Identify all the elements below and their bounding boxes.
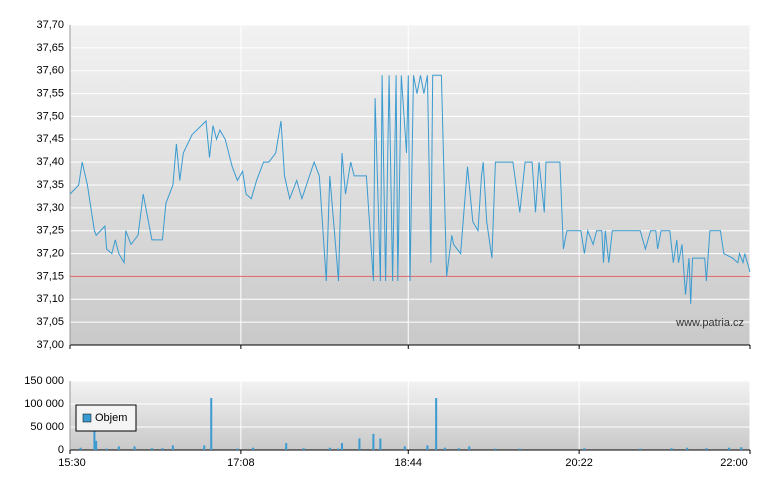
y-tick-label: 37,50: [36, 110, 64, 122]
volume-bar: [435, 398, 438, 450]
y-tick-label: 37,25: [36, 225, 64, 237]
y-tick-label: 37,35: [36, 179, 64, 191]
volume-bar: [210, 398, 213, 450]
volume-bar: [328, 447, 331, 450]
volume-bar: [426, 445, 429, 450]
y-tick-label: 37,20: [36, 247, 64, 259]
y-tick-label: 37,10: [36, 293, 64, 305]
volume-bar: [133, 446, 136, 450]
y-tick-label: 37,00: [36, 339, 64, 351]
volume-bar: [705, 448, 708, 450]
watermark: www.patria.cz: [675, 317, 744, 329]
volume-bar: [670, 448, 673, 450]
volume-bar: [740, 447, 743, 450]
volume-bar: [93, 427, 96, 450]
y-tick-label: 37,30: [36, 202, 64, 214]
y-tick-label: 37,65: [36, 42, 64, 54]
volume-bar: [252, 447, 255, 450]
volume-bar: [105, 448, 108, 450]
x-tick-label: 18:44: [394, 457, 422, 469]
y-tick-label: 37,40: [36, 156, 64, 168]
volume-bar: [686, 447, 689, 450]
volume-bar: [372, 433, 375, 450]
legend-label: Objem: [95, 412, 127, 424]
y-tick-label: 100 000: [24, 398, 64, 410]
price-line: [69, 74, 751, 304]
volume-bar: [150, 448, 153, 450]
y-tick-label: 50 000: [30, 421, 64, 433]
volume-bar: [639, 448, 642, 450]
volume-bar: [403, 446, 406, 450]
volume-bar: [457, 448, 460, 450]
y-tick-label: 37,70: [36, 19, 64, 31]
volume-bar: [302, 448, 305, 450]
volume-bar: [443, 447, 446, 450]
x-tick-label: 20:22: [565, 457, 593, 469]
y-tick-label: 37,15: [36, 270, 64, 282]
y-tick-label: 0: [58, 444, 64, 456]
volume-bar: [171, 445, 174, 450]
y-tick-label: 37,60: [36, 65, 64, 77]
volume-bar: [95, 440, 98, 450]
y-tick-label: 37,55: [36, 87, 64, 99]
volume-bar: [337, 448, 340, 450]
y-tick-label: 37,45: [36, 133, 64, 145]
volume-bar: [117, 446, 120, 450]
volume-bar: [358, 438, 361, 450]
legend-box: [75, 404, 137, 432]
volume-bar: [161, 448, 164, 450]
volume-bar: [583, 448, 586, 450]
volume-bar: [379, 438, 382, 450]
volume-bar: [518, 448, 521, 450]
plot-area: [70, 381, 750, 450]
x-tick-label: 22:00: [720, 457, 748, 469]
y-tick-label: 150 000: [24, 375, 64, 387]
legend-swatch: [82, 413, 92, 423]
volume-bar: [285, 443, 288, 450]
volume-bar: [494, 448, 497, 450]
x-tick-label: 17:08: [227, 457, 255, 469]
volume-bar: [728, 447, 731, 450]
y-tick-label: 37,05: [36, 316, 64, 328]
x-tick-label: 15:30: [58, 457, 86, 469]
volume-bar: [468, 446, 471, 450]
volume-bar: [341, 443, 343, 450]
volume-bar: [236, 448, 239, 450]
volume-bar: [79, 447, 82, 450]
volume-bar: [203, 445, 206, 450]
